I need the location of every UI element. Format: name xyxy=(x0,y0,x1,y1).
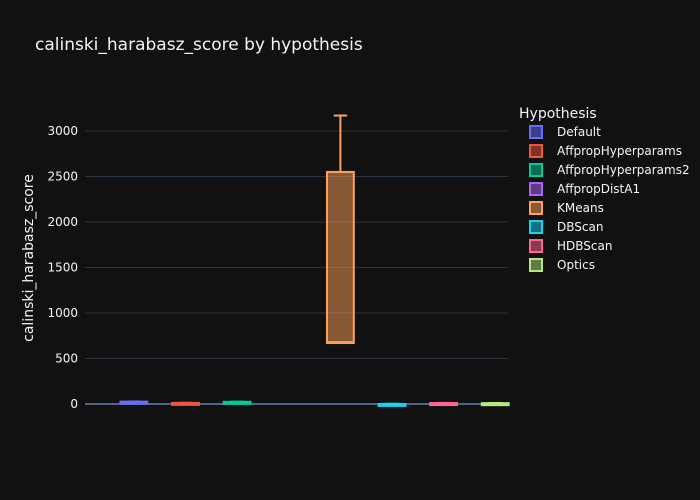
y-tick-label: 3000 xyxy=(47,124,78,138)
legend-swatch xyxy=(529,144,543,158)
y-tick-label: 0 xyxy=(70,397,78,411)
y-tick-label: 2000 xyxy=(47,215,78,229)
legend-item-default[interactable]: Default xyxy=(529,125,601,139)
legend-label: KMeans xyxy=(557,201,604,215)
legend-item-dbscan[interactable]: DBScan xyxy=(529,220,603,234)
legend-swatch xyxy=(529,163,543,177)
legend-label: AffpropDistA1 xyxy=(557,182,640,196)
grid-lines xyxy=(85,130,508,405)
y-axis-ticks: 0 500 1000 1500 2000 2500 3000 xyxy=(47,124,78,411)
legend-item-affprophyperparams2[interactable]: AffpropHyperparams2 xyxy=(529,163,690,177)
legend[interactable]: Default AffpropHyperparams AffpropHyperpar… xyxy=(529,125,690,272)
box-hdbscan[interactable] xyxy=(429,401,459,407)
legend-item-kmeans[interactable]: KMeans xyxy=(529,201,604,215)
y-tick-label: 1000 xyxy=(47,306,78,320)
chart-title: calinski_harabasz_score by hypothesis xyxy=(35,35,363,55)
box-default[interactable] xyxy=(119,400,149,405)
y-tick-label: 500 xyxy=(55,352,78,366)
legend-label: AffpropHyperparams xyxy=(557,144,682,158)
legend-item-hdbscan[interactable]: HDBScan xyxy=(529,239,612,253)
legend-swatch xyxy=(529,239,543,253)
legend-label: Optics xyxy=(557,258,595,272)
legend-label: DBScan xyxy=(557,220,603,234)
legend-label: Default xyxy=(557,125,601,139)
legend-label: HDBScan xyxy=(557,239,612,253)
y-tick-label: 1500 xyxy=(47,261,78,275)
legend-swatch xyxy=(529,125,543,139)
legend-swatch xyxy=(529,220,543,234)
legend-item-affprophyperparams[interactable]: AffpropHyperparams xyxy=(529,144,682,158)
legend-swatch xyxy=(529,258,543,272)
legend-title: Hypothesis xyxy=(519,106,597,122)
box-iqr xyxy=(325,170,355,345)
y-tick-label: 2500 xyxy=(47,170,78,184)
box-kmeans[interactable] xyxy=(325,114,355,345)
legend-label: AffpropHyperparams2 xyxy=(557,163,690,177)
legend-item-affpropdista1[interactable]: AffpropDistA1 xyxy=(529,182,640,196)
box-affprophyperparams[interactable] xyxy=(171,401,200,406)
box-affprophyperparams2[interactable] xyxy=(222,400,252,405)
legend-item-optics[interactable]: Optics xyxy=(529,258,595,272)
box-dbscan[interactable] xyxy=(377,402,407,407)
legend-swatch xyxy=(529,201,543,215)
legend-swatch xyxy=(529,182,543,196)
box-optics[interactable] xyxy=(480,401,510,407)
y-axis-label: calinski_harabasz_score xyxy=(21,174,37,342)
box-plots xyxy=(119,114,510,407)
